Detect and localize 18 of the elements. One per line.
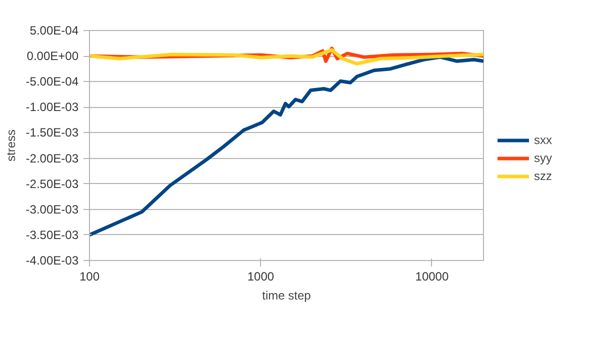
x-tick-label: 1000	[247, 270, 274, 284]
x-tick-label: 10000	[415, 270, 449, 284]
y-tick-label: -1.50E-03	[26, 126, 79, 140]
y-tick-label: -4.00E-03	[26, 254, 79, 268]
legend-label: sxx	[534, 132, 553, 146]
y-tick-label: -2.00E-03	[26, 151, 79, 166]
y-tick-label: -2.50E-03	[26, 176, 79, 191]
y-tick-label: 5.00E-04	[30, 24, 79, 38]
x-tick-label: 100	[79, 270, 100, 284]
y-tick-label: -3.50E-03	[26, 228, 79, 242]
y-axis-title: stress	[4, 129, 18, 162]
legend-label: szz	[534, 168, 553, 182]
legend-label: syy	[534, 150, 553, 164]
x-axis-title: time step	[262, 288, 312, 302]
y-tick-label: -1.00E-03	[26, 100, 79, 114]
y-tick-label: 0.00E+00	[26, 49, 79, 64]
y-tick-label: -3.00E-03	[26, 202, 79, 216]
y-tick-label: -5.00E-04	[26, 74, 79, 89]
